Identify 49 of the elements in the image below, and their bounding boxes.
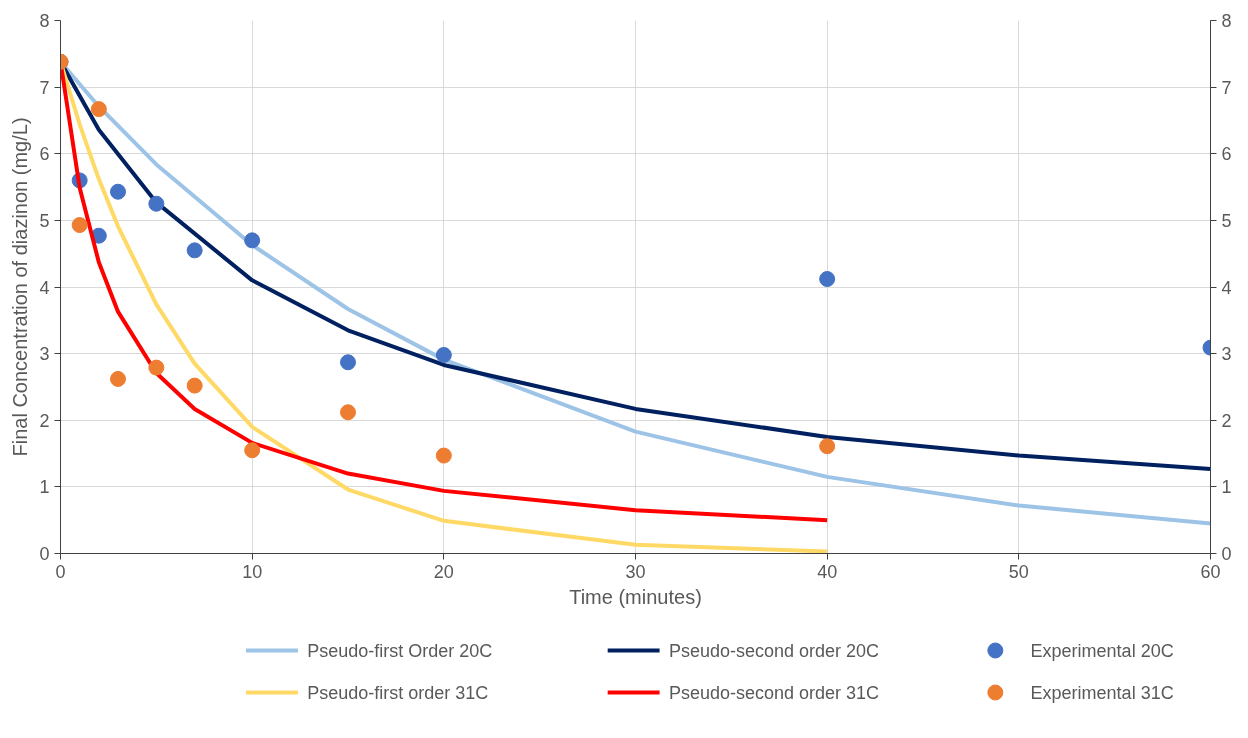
legend-label: Pseudo-second order 31C: [668, 682, 880, 703]
point: [435, 447, 452, 464]
x-tick-label: 60: [1200, 561, 1221, 582]
y2-tick-label: 2: [1221, 410, 1232, 431]
point: [71, 217, 88, 234]
point: [186, 377, 203, 394]
y-tick-label: 8: [39, 11, 50, 31]
y-tick-label: 3: [39, 344, 50, 365]
point: [110, 183, 126, 200]
point: [110, 370, 126, 387]
x-tick-label: 0: [55, 561, 66, 582]
y-tick-label: 4: [39, 277, 50, 298]
x-tick-label: 40: [817, 561, 838, 582]
y2-tick-label: 4: [1221, 277, 1232, 298]
y-tick-label: 7: [39, 77, 50, 98]
y2-tick-label: 1: [1221, 477, 1232, 498]
legend-label: Experimental 31C: [1030, 682, 1174, 703]
point: [186, 242, 203, 259]
x-tick-label: 10: [242, 561, 263, 582]
y2-tick-label: 7: [1221, 77, 1232, 98]
y2-tick-label: 0: [1221, 544, 1232, 564]
legend-label: Pseudo-second order 20C: [668, 640, 880, 661]
y-tick-label: 6: [39, 144, 50, 165]
y2-tick-label: 8: [1221, 11, 1232, 31]
point: [340, 354, 356, 371]
y-tick-label: 5: [39, 210, 50, 231]
y2-tick-label: 6: [1221, 144, 1232, 165]
y2-tick-label: 3: [1221, 344, 1232, 365]
x-tick-label: 30: [625, 561, 646, 582]
legend-label: Pseudo-first order 31C: [307, 682, 489, 703]
point: [244, 442, 261, 459]
y-axis-title: Final Concentration of diazinon (mg/L): [9, 117, 32, 457]
point: [340, 404, 356, 421]
point: [148, 195, 165, 212]
y2-tick-label: 5: [1221, 210, 1232, 231]
x-axis-title: Time (minutes): [569, 585, 702, 608]
point: [819, 438, 836, 455]
y-tick-label: 1: [39, 477, 50, 498]
x-tick-label: 20: [433, 561, 454, 582]
point: [244, 232, 261, 249]
point: [435, 346, 452, 363]
y-tick-label: 2: [39, 410, 50, 431]
point: [819, 271, 836, 287]
legend-label: Experimental 20C: [1030, 640, 1174, 661]
x-tick-label: 50: [1008, 561, 1029, 582]
point: [90, 101, 107, 118]
y-tick-label: 0: [39, 544, 50, 564]
legend-label: Pseudo-first Order 20C: [307, 640, 493, 661]
point: [148, 359, 165, 376]
